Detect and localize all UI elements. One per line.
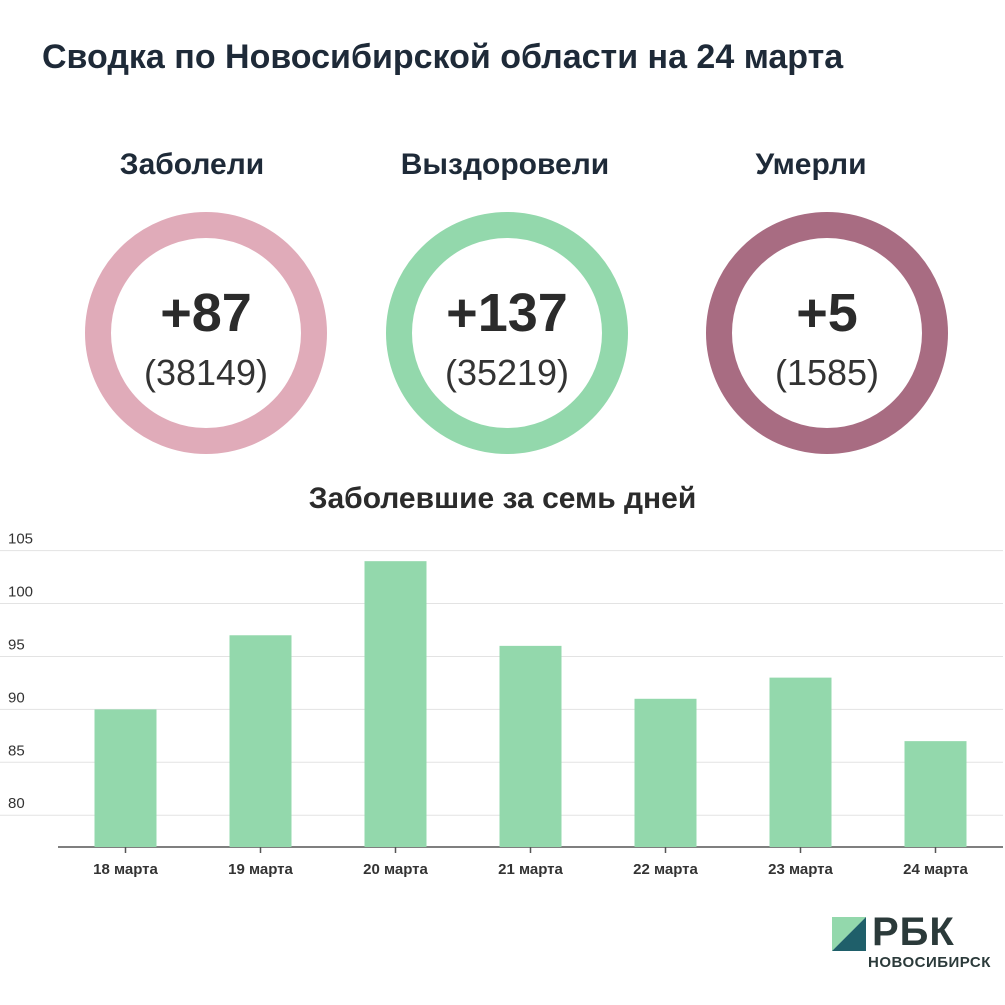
stat-label-recovered: Выздоровели — [400, 148, 610, 181]
rbc-logo: РБК НОВОСИБИРСК — [832, 910, 1002, 974]
y-tick-label: 80 — [8, 795, 25, 812]
y-tick-label: 90 — [8, 689, 25, 706]
bar — [904, 741, 967, 847]
logo-city: НОВОСИБИРСК — [868, 954, 991, 971]
bar — [499, 645, 562, 847]
chart-title: Заболевшие за семь дней — [308, 482, 697, 515]
x-tick-label: 24 марта — [903, 861, 968, 878]
stat-total-recovered: (35219) — [444, 352, 570, 393]
x-tick-label: 22 марта — [633, 861, 698, 878]
bar — [769, 677, 832, 847]
y-tick-label: 105 — [8, 531, 33, 548]
ring-infected: +87 (38149) — [85, 212, 327, 454]
ring-recovered: +137 (35219) — [386, 212, 628, 454]
x-tick-label: 21 марта — [498, 861, 563, 878]
y-tick-label: 85 — [8, 742, 25, 759]
rbc-logo-icon — [832, 917, 866, 951]
stat-label-infected: Заболели — [119, 148, 265, 181]
page-title: Сводка по Новосибирской области на 24 ма… — [42, 38, 844, 76]
x-tick-label: 23 марта — [768, 861, 833, 878]
x-tick-label: 20 марта — [363, 861, 428, 878]
stat-total-infected: (38149) — [143, 352, 269, 393]
y-tick-label: 95 — [8, 636, 25, 653]
bar — [94, 709, 157, 847]
stat-delta-infected: +87 — [160, 283, 252, 343]
bar-chart: 80 85 90 95 100 105 18 марта 19 марта 20 марта 21… — [0, 531, 1003, 878]
stat-total-deaths: (1585) — [774, 352, 880, 393]
bar — [364, 561, 427, 847]
stat-delta-recovered: +137 — [446, 283, 568, 343]
ring-deaths: +5 (1585) — [706, 212, 948, 454]
bar — [634, 698, 697, 847]
logo-word: РБК — [872, 910, 955, 954]
y-tick-label: 100 — [8, 584, 33, 601]
x-tick-label: 18 марта — [93, 861, 158, 878]
stat-delta-deaths: +5 — [796, 283, 858, 343]
stat-label-deaths: Умерли — [755, 148, 867, 181]
bar — [229, 635, 292, 847]
x-tick-label: 19 марта — [228, 861, 293, 878]
